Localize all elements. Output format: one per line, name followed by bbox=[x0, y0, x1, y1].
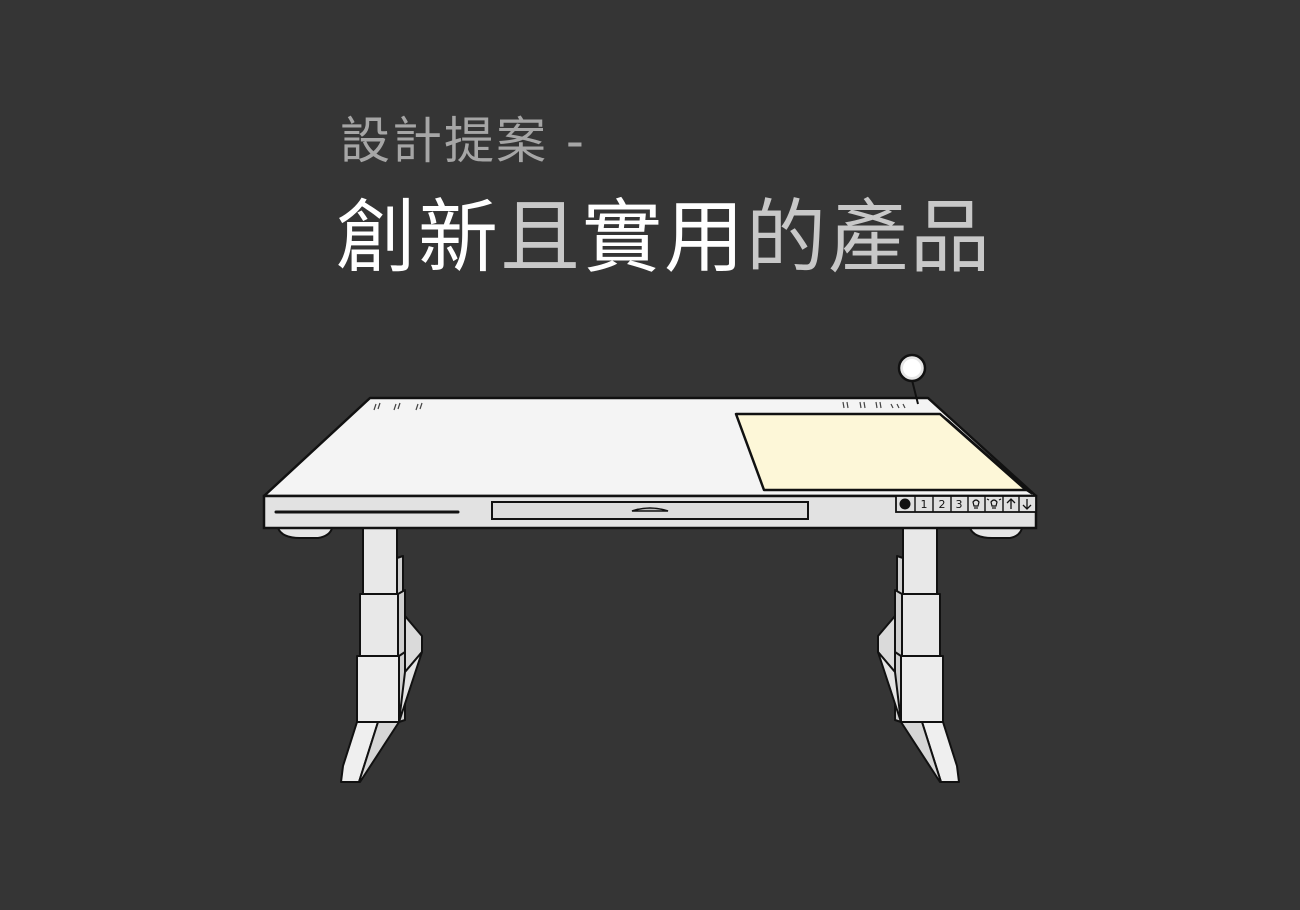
section-subtitle: 設計提案 - bbox=[340, 112, 586, 170]
desk-drawer-handle[interactable] bbox=[631, 507, 669, 512]
arrow-down-icon[interactable] bbox=[1022, 499, 1032, 510]
lamp-off-icon[interactable] bbox=[972, 499, 980, 509]
memory-button-2[interactable]: 2 bbox=[939, 498, 946, 511]
vent-slits-left bbox=[373, 402, 423, 411]
headline-segment-innovative: 創新 bbox=[336, 191, 500, 284]
lamp-stem bbox=[911, 379, 919, 405]
desk-pad-right bbox=[968, 527, 1024, 539]
desk-pad-left bbox=[276, 527, 334, 539]
memory-button-1[interactable]: 1 bbox=[921, 498, 928, 511]
lamp-on-icon[interactable] bbox=[986, 498, 1002, 509]
writing-pad-edge bbox=[939, 413, 1033, 495]
headline-segment-practical: 實用 bbox=[582, 191, 746, 284]
memory-button-3[interactable]: 3 bbox=[956, 498, 963, 511]
desk-leg-right bbox=[877, 527, 960, 783]
arrow-up-icon[interactable] bbox=[1006, 498, 1016, 509]
headline-segment-and: 且 bbox=[500, 191, 582, 284]
desk-leg-left bbox=[340, 527, 423, 783]
power-icon[interactable] bbox=[899, 498, 911, 510]
vent-slits-right bbox=[842, 401, 906, 409]
desk-control-panel: 1 2 3 bbox=[895, 495, 1037, 513]
headline-segment-product: 的產品 bbox=[746, 191, 992, 284]
headline: 創新且實用的產品 bbox=[336, 188, 992, 288]
